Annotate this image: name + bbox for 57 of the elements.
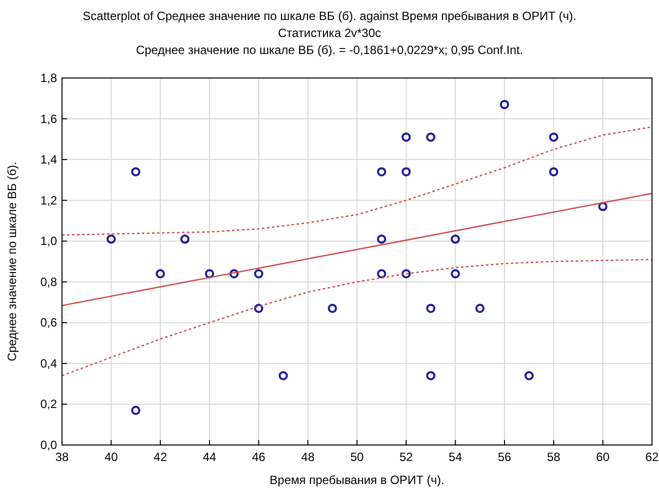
line-series: [62, 258, 652, 376]
point: [549, 132, 558, 142]
point: [402, 132, 411, 142]
y-tick-label: 1,4: [40, 152, 58, 167]
point: [376, 234, 386, 244]
point: [106, 234, 116, 244]
x-tick-label: 50: [350, 450, 364, 464]
x-tick-label: 62: [645, 450, 659, 464]
x-tick-label: 48: [301, 450, 315, 464]
y-tick-label: 1,6: [40, 112, 58, 126]
x-tick-label: 60: [596, 450, 610, 464]
x-tick-label: 58: [546, 450, 561, 464]
x-tick-label: 52: [399, 450, 414, 464]
point: [402, 269, 411, 278]
point: [475, 304, 485, 313]
point: [402, 167, 411, 176]
point: [328, 304, 338, 313]
point: [426, 132, 436, 142]
y-tick-label: 0,8: [40, 274, 58, 289]
point: [180, 234, 190, 244]
y-tick-label: 0,2: [40, 397, 58, 412]
point: [376, 167, 386, 176]
y-tick-label: 1,0: [40, 234, 58, 248]
x-tick-label: 42: [154, 450, 168, 464]
point: [598, 202, 608, 212]
point: [131, 167, 140, 176]
point: [500, 100, 510, 110]
chart-subtitle: Статистика 2v*30c: [278, 26, 382, 40]
point: [524, 371, 534, 380]
x-tick-label: 38: [55, 450, 69, 464]
point: [376, 269, 386, 278]
chart-title: Scatterplot of Среднее значение по шкале ВБ (б). against Время пребывания в ОРИТ (ч).: [82, 9, 576, 23]
point: [426, 371, 436, 380]
point: [450, 234, 460, 244]
point: [450, 269, 460, 278]
point: [254, 304, 264, 313]
text: Среднее значение по шкале ВБ (б). = -0,1861+0,0229*x; 0,95 Conf.Int.: [136, 43, 524, 57]
point: [204, 269, 214, 278]
x-tick-label: 46: [252, 450, 266, 464]
y-tick-label: 0,0: [40, 438, 58, 452]
x-tick-label: 54: [448, 450, 462, 464]
y-tick-label: 1,2: [40, 193, 58, 208]
x-tick-label: 40: [104, 450, 118, 464]
y-tick-label: 0,4: [40, 356, 58, 370]
point: [229, 269, 239, 278]
point: [254, 269, 264, 278]
y-tick-label: 0,6: [40, 316, 58, 330]
x-tick-label: 44: [202, 450, 216, 464]
y-tick-label: 1,8: [40, 71, 58, 85]
x-tick-label: 56: [498, 450, 512, 464]
y-axis-title: Среднее значение по шкале ВБ (б).: [5, 162, 19, 362]
point: [131, 406, 140, 415]
point: [278, 371, 288, 380]
point: [156, 269, 165, 278]
point: [549, 167, 558, 176]
x-axis-title: Время пребывания в ОРИТ (ч).: [270, 473, 444, 487]
point: [426, 304, 436, 313]
